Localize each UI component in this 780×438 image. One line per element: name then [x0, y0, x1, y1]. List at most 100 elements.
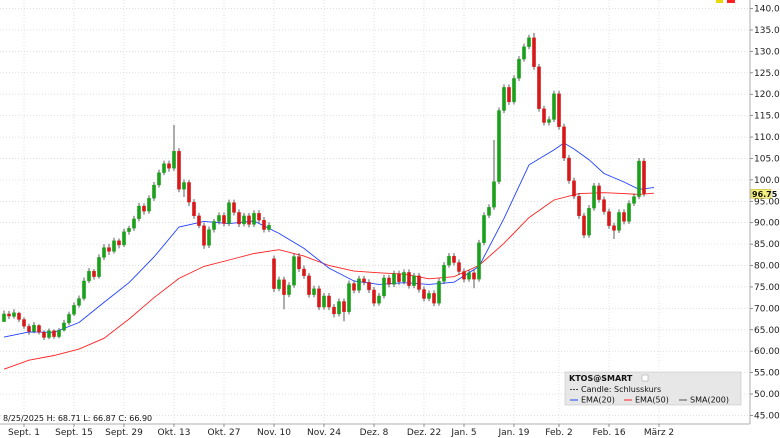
- candle-body: [107, 247, 111, 252]
- candle-body: [32, 324, 36, 332]
- candle-body: [457, 262, 461, 272]
- candle-body: [347, 283, 351, 312]
- candle-body: [312, 288, 316, 295]
- candle-body: [242, 215, 246, 225]
- y-tick-label: 75.00: [754, 283, 780, 293]
- candle-body: [247, 215, 251, 225]
- candle-body: [612, 225, 616, 231]
- candle-body: [172, 151, 176, 169]
- candle-body: [487, 207, 491, 216]
- candle-body: [77, 298, 81, 306]
- x-tick-label: Okt. 27: [208, 428, 241, 438]
- candle-body: [72, 305, 76, 315]
- last-price-background: [750, 189, 772, 199]
- candle-body: [542, 108, 546, 123]
- candle-body: [462, 271, 466, 280]
- candle-body: [162, 163, 166, 173]
- candle-body: [117, 240, 121, 246]
- candle-body: [452, 255, 456, 263]
- candle-body: [317, 288, 321, 308]
- candle-body: [192, 201, 196, 217]
- candle-body: [572, 180, 576, 197]
- candle-body: [182, 182, 186, 190]
- candle-body: [522, 46, 526, 60]
- x-tick-label: Okt. 13: [158, 428, 191, 438]
- y-tick-label: 90.00: [754, 219, 780, 229]
- candle-body: [62, 322, 66, 331]
- candle-body: [197, 215, 201, 226]
- candle-body: [482, 215, 486, 243]
- candle-body: [252, 213, 256, 225]
- candle-body: [287, 285, 291, 295]
- candle-body: [502, 87, 506, 111]
- legend-background: [564, 371, 742, 406]
- candle-body: [512, 78, 516, 103]
- sma200-line: [3, 192, 655, 370]
- legend: KTOS@SMART Candle: Schlusskurs EMA(20) E…: [564, 371, 742, 406]
- corner-markers: [716, 0, 735, 3]
- plot-area: [0, 0, 750, 424]
- candle-body: [552, 93, 556, 120]
- candle-body: [387, 277, 391, 285]
- candle-body: [27, 326, 31, 332]
- legend-close-icon[interactable]: [641, 374, 649, 382]
- y-tick-label: 95.00: [754, 197, 780, 207]
- candle-body: [617, 212, 621, 231]
- candle-body: [427, 293, 431, 299]
- x-tick-label: Dez. 22: [407, 428, 441, 438]
- candle-body: [202, 225, 206, 246]
- candle-body: [67, 314, 71, 324]
- candle-body: [557, 93, 561, 127]
- y-tick-label: 85.00: [754, 240, 780, 250]
- candle-body: [517, 58, 521, 79]
- candle-body: [142, 205, 146, 212]
- candle-body: [22, 319, 26, 327]
- candle-body: [402, 272, 406, 282]
- y-tick-label: 140.00: [754, 5, 780, 15]
- candle-body: [412, 275, 416, 286]
- candle-body: [157, 172, 161, 186]
- candle-body: [397, 273, 401, 282]
- candle-body: [632, 196, 636, 204]
- candle-body: [642, 160, 646, 194]
- candle-body: [622, 212, 626, 222]
- y-tick-label: 135.00: [754, 26, 780, 36]
- candle-body: [562, 126, 566, 159]
- y-tick-label: 115.00: [754, 112, 780, 122]
- candle-body: [227, 202, 231, 224]
- legend-symbol: KTOS@SMART: [569, 374, 633, 383]
- y-tick-label: 105.00: [754, 154, 780, 164]
- candle-body: [507, 87, 511, 103]
- candle-body: [577, 196, 581, 217]
- candle-body: [447, 255, 451, 266]
- grid-lines: [0, 0, 750, 424]
- candle-body: [82, 280, 86, 299]
- candle-body: [337, 301, 341, 315]
- x-tick-label: Sept. 15: [55, 428, 93, 438]
- candle-body: [152, 184, 156, 199]
- y-tick-label: 110.00: [754, 133, 780, 143]
- candle-body: [422, 289, 426, 299]
- y-tick-label: 50.00: [754, 390, 780, 400]
- candle-body: [12, 312, 16, 317]
- legend-sma200-label: SMA(200): [690, 396, 729, 405]
- candle-body: [52, 330, 56, 337]
- x-tick-label: Sept. 29: [105, 428, 143, 438]
- candle-body: [292, 256, 296, 286]
- candle-body: [37, 325, 41, 333]
- candle-body: [232, 202, 236, 213]
- y-tick-label: 65.00: [754, 326, 780, 336]
- candle-body: [177, 151, 181, 190]
- candle-body: [127, 228, 131, 232]
- candle-body: [367, 282, 371, 291]
- candle-body: [267, 225, 271, 230]
- candle-body: [592, 185, 596, 209]
- candle-body: [602, 199, 606, 212]
- marker-red: [727, 0, 735, 3]
- candle-body: [307, 275, 311, 295]
- x-tick-label: Feb. 2: [545, 428, 572, 438]
- x-tick-label: März 2: [644, 428, 674, 438]
- candle-body: [17, 312, 21, 320]
- candle-body: [122, 231, 126, 246]
